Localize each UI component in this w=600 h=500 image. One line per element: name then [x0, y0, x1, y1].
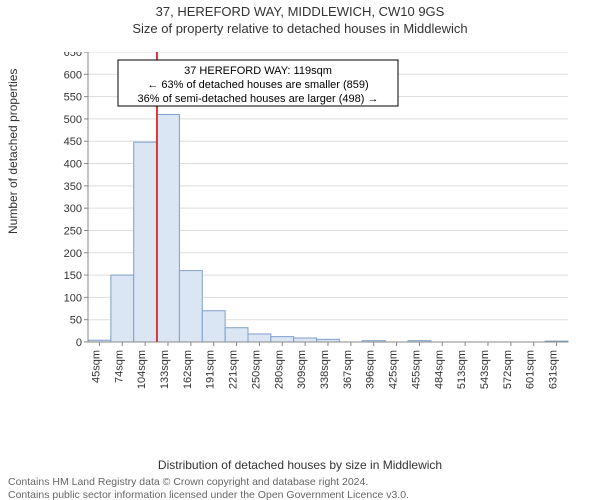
y-tick-label: 600 [64, 69, 82, 81]
x-tick-label: 513sqm [456, 350, 468, 389]
y-tick-label: 400 [64, 159, 82, 171]
y-tick-label: 200 [64, 248, 82, 260]
x-tick-label: 74sqm [113, 350, 125, 383]
histogram-bar [157, 114, 180, 342]
annotation-line: ← 63% of detached houses are smaller (85… [147, 79, 368, 91]
y-tick-label: 650 [64, 52, 82, 59]
histogram-bar [179, 271, 202, 342]
x-tick-label: 104sqm [136, 350, 148, 389]
attribution-line-2: Contains public sector information licen… [8, 489, 409, 500]
x-tick-label: 221sqm [228, 350, 240, 389]
histogram-bar [248, 334, 271, 342]
annotation-line: 37 HEREFORD WAY: 119sqm [184, 65, 332, 77]
x-tick-label: 250sqm [250, 350, 262, 389]
x-tick-label: 280sqm [273, 350, 285, 389]
y-tick-label: 450 [64, 136, 82, 148]
chart-area: 0 50 100 150 200 250 300 350 400 450 500 550 600 650 4… [58, 52, 578, 412]
page-subtitle: Size of property relative to detached ho… [0, 21, 600, 36]
y-tick-label: 550 [64, 92, 82, 104]
histogram-bar [202, 311, 225, 342]
x-tick-label: 367sqm [342, 350, 354, 389]
bars [88, 114, 568, 342]
annotation-line: 36% of semi-detached houses are larger (… [138, 93, 379, 105]
histogram-bar [134, 142, 157, 342]
x-tick-label: 338sqm [319, 350, 331, 389]
y-tick-label: 100 [64, 292, 82, 304]
x-tick-label: 191sqm [205, 350, 217, 389]
histogram-plot: 0 50 100 150 200 250 300 350 400 450 500 550 600 650 4… [58, 52, 578, 412]
x-axis-label: Distribution of detached houses by size … [0, 458, 600, 472]
y-axis-label: Number of detached properties [6, 69, 20, 234]
x-tick-label: 455sqm [410, 350, 422, 389]
y-tick-label: 500 [64, 114, 82, 126]
y-tick-label: 150 [64, 270, 82, 282]
x-tick-label: 601sqm [525, 350, 537, 389]
x-tick-label: 162sqm [182, 350, 194, 389]
x-tick-label: 572sqm [502, 350, 514, 389]
y-tick-label: 350 [64, 181, 82, 193]
histogram-bar [271, 337, 294, 342]
y-tick-label: 300 [64, 203, 82, 215]
x-tick-label: 133sqm [159, 350, 171, 389]
x-tick-label: 309sqm [296, 350, 308, 389]
x-tick-label: 543sqm [479, 350, 491, 389]
histogram-bar [225, 328, 248, 342]
y-tick-label: 50 [70, 315, 82, 327]
y-tick-label: 250 [64, 225, 82, 237]
histogram-bar [111, 275, 134, 342]
page-title: 37, HEREFORD WAY, MIDDLEWICH, CW10 9GS [0, 4, 600, 19]
x-tick-label: 484sqm [433, 350, 445, 389]
x-tick-label: 45sqm [90, 350, 102, 383]
x-tick-label: 631sqm [548, 350, 560, 389]
x-tick-label: 396sqm [365, 350, 377, 389]
attribution: Contains HM Land Registry data © Crown c… [8, 476, 409, 500]
x-tick-label: 425sqm [388, 350, 400, 389]
histogram-bar [294, 338, 317, 342]
attribution-line-1: Contains HM Land Registry data © Crown c… [8, 476, 409, 489]
y-tick-label: 0 [76, 337, 82, 349]
